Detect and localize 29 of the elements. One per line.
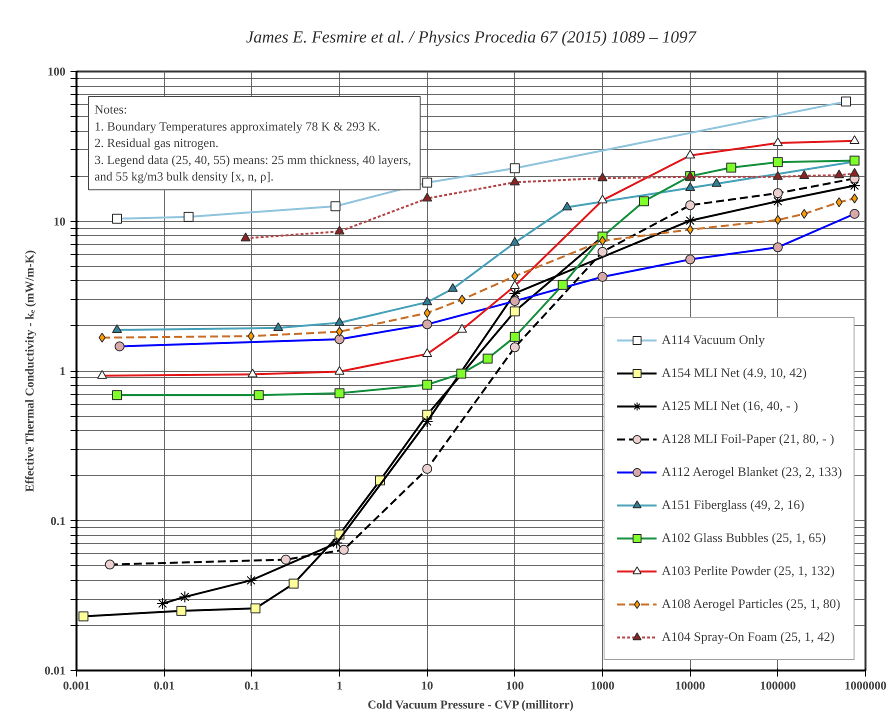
x-tick-label: 0.001 — [63, 678, 90, 692]
x-tick-label: 0.01 — [154, 678, 175, 692]
legend-label: A125 MLI Net (16, 40, - ) — [662, 398, 798, 414]
legend-label: A154 MLI Net (4.9, 10, 42) — [662, 365, 807, 381]
y-tick-label: 1 — [60, 364, 66, 378]
y-tick-label: 10 — [54, 214, 66, 228]
y-tick-label: 0.01 — [44, 664, 66, 678]
annotation: Notes: 1. Boundary Temperatures approximately 78 K & 293 K. 2. Residual gas nitrogen. 3. Legend data (25, 40, 55) means: 25 mm thickness, 40 layers, and 55 kg/m3 bulk density [x, n, ρ]. — [94, 102, 412, 184]
x-tick-label: 10000 — [675, 678, 706, 692]
x-tick-label: 100 — [506, 678, 524, 692]
x-tick-label: 1000000 — [844, 678, 886, 692]
legend-label: A104 Spray-On Foam (25, 1, 42) — [662, 629, 835, 645]
x-tick-label: 10 — [421, 678, 434, 692]
legend-label: A108 Aerogel Particles (25, 1, 80) — [662, 596, 840, 612]
legend-label: A151 Fiberglass (49, 2, 16) — [662, 497, 804, 513]
x-tick-label: 1 — [336, 678, 342, 692]
y-axis-title: Effective Thermal Conductivity - kₑ (mW/m-K) — [22, 250, 36, 492]
chart-title: James E. Fesmire et al. / Physics Procedia 67 (2015) 1089 – 1097 — [246, 28, 698, 46]
y-tick-label: 0.1 — [50, 514, 66, 528]
legend-label: A102 Glass Bubbles (25, 1, 65) — [662, 530, 826, 546]
legend-label: A128 MLI Foil-Paper (21, 80, - ) — [662, 431, 834, 447]
legend-label: A114 Vacuum Only — [662, 332, 765, 348]
y-tick-label: 100 — [48, 64, 66, 78]
x-tick-label: 0.1 — [244, 678, 260, 692]
x-axis-title: Cold Vacuum Pressure - CVP (millitorr) — [368, 698, 574, 712]
legend-label: A103 Perlite Powder (25, 1, 132) — [662, 563, 835, 579]
x-tick-label: 100000 — [760, 678, 796, 692]
legend-label: A112 Aerogel Blanket (23, 2, 133) — [662, 464, 842, 480]
x-tick-label: 1000 — [590, 678, 614, 692]
